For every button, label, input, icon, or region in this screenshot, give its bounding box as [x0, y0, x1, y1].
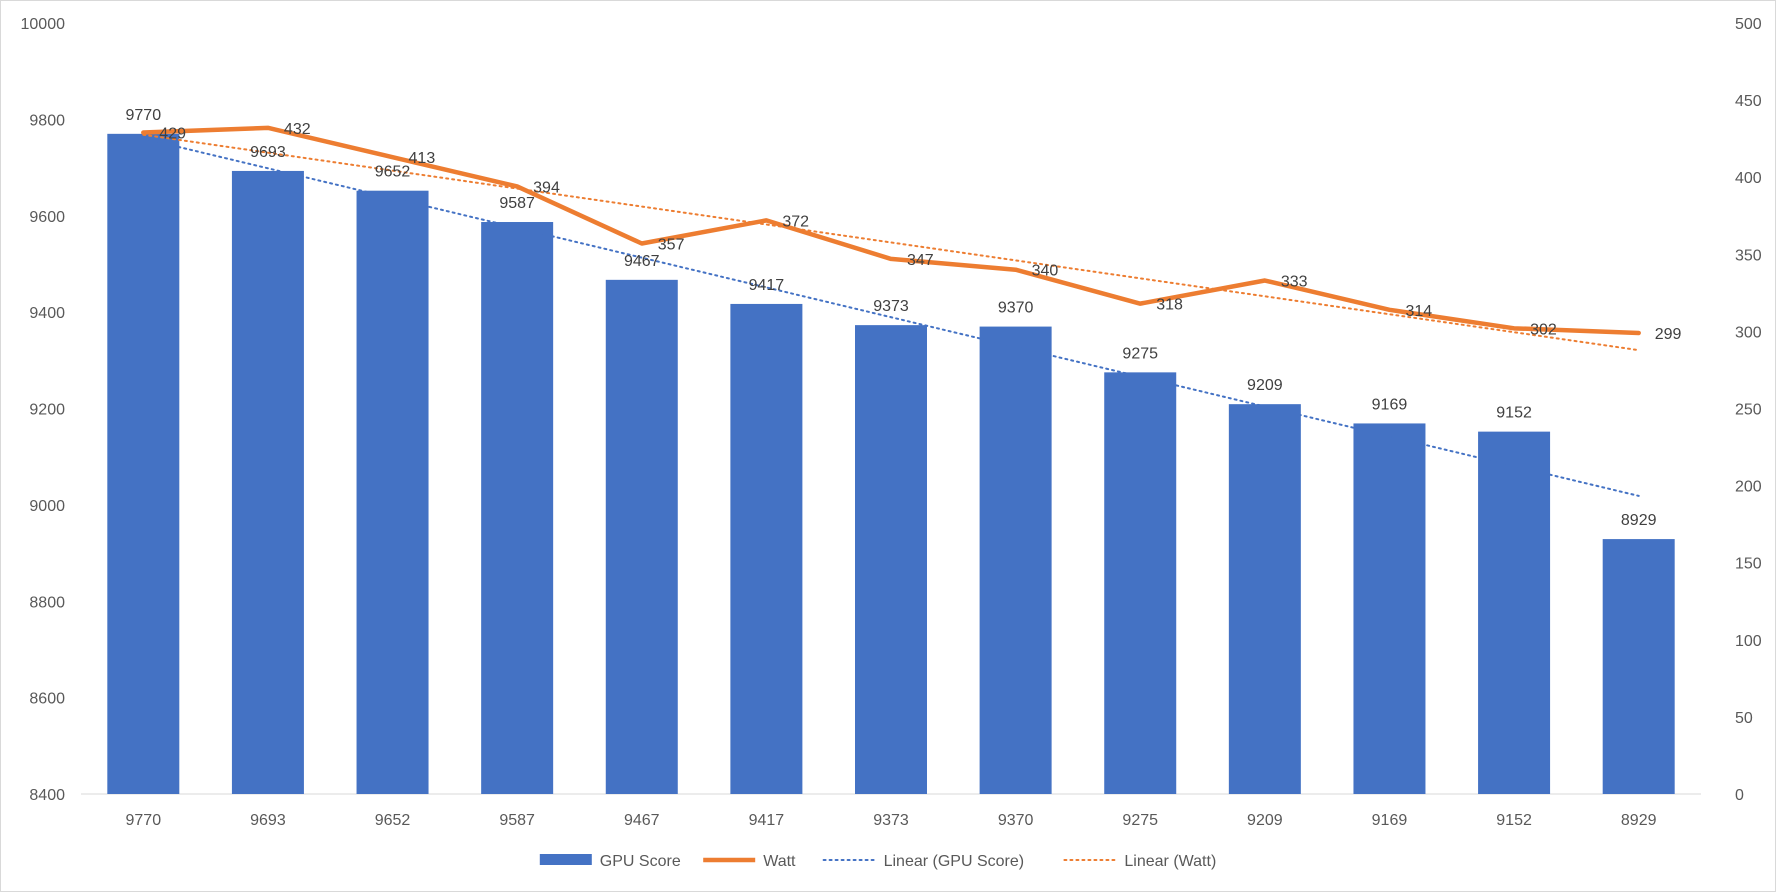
gpu-score-data-label: 9152: [1496, 405, 1532, 422]
watt-data-label: 340: [1032, 263, 1059, 280]
gpu-score-data-label: 9467: [624, 253, 660, 270]
x-tick-label: 9652: [375, 812, 411, 829]
y-right-tick-label: 300: [1735, 324, 1762, 341]
y-left-tick-label: 9200: [29, 402, 65, 419]
y-left-tick-label: 9600: [29, 209, 65, 226]
gpu-score-data-label: 8929: [1621, 512, 1657, 529]
x-tick-label: 9370: [998, 812, 1034, 829]
legend-label: Linear (GPU Score): [884, 853, 1025, 870]
gpu-score-data-label: 9370: [998, 300, 1034, 317]
gpu-score-bar: [232, 171, 304, 794]
watt-data-label: 314: [1405, 303, 1432, 320]
gpu-score-bar: [1603, 539, 1675, 794]
x-tick-label: 9587: [499, 812, 535, 829]
gpu-score-bar: [1353, 423, 1425, 794]
x-tick-label: 9209: [1247, 812, 1283, 829]
y-right-tick-label: 400: [1735, 170, 1762, 187]
watt-data-label: 347: [907, 252, 934, 269]
gpu-score-bar: [481, 222, 553, 794]
x-tick-label: 9275: [1122, 812, 1158, 829]
gpu-score-data-label: 9169: [1372, 396, 1408, 413]
y-left-tick-label: 8600: [29, 691, 65, 708]
legend-item: Watt: [703, 853, 796, 870]
x-tick-label: 9169: [1372, 812, 1408, 829]
gpu-score-bar: [357, 191, 429, 794]
watt-data-label: 333: [1281, 274, 1308, 291]
y-right-tick-label: 200: [1735, 479, 1762, 496]
y-left-tick-label: 9800: [29, 112, 65, 129]
x-tick-label: 9152: [1496, 812, 1532, 829]
gpu-score-bar: [730, 304, 802, 794]
watt-data-label: 302: [1530, 321, 1557, 338]
watt-data-label: 413: [409, 150, 436, 167]
gpu-score-data-label: 9417: [749, 277, 785, 294]
legend: GPU Score Watt Linear (GPU Score) Linear (W…: [540, 853, 1216, 870]
watt-data-label: 394: [533, 179, 560, 196]
gpu-score-data-label: 9652: [375, 164, 411, 181]
legend-bar-swatch: [540, 854, 592, 865]
x-tick-label: 8929: [1621, 812, 1657, 829]
bars-layer: [107, 134, 1674, 794]
gpu-score-bar: [107, 134, 179, 794]
gpu-score-data-label: 9770: [126, 107, 162, 124]
gpu-score-data-label: 9209: [1247, 377, 1283, 394]
legend-label: Watt: [763, 853, 796, 870]
gpu-score-bar: [606, 280, 678, 794]
x-tick-label: 9770: [126, 812, 162, 829]
y-left-tick-label: 8400: [29, 787, 65, 804]
legend-item: Linear (Watt): [1064, 853, 1216, 870]
y-right-tick-label: 350: [1735, 247, 1762, 264]
gpu-score-data-label: 9693: [250, 144, 286, 161]
gpu-score-bar: [855, 325, 927, 794]
legend-label: GPU Score: [600, 853, 681, 870]
y-right-tick-label: 500: [1735, 16, 1762, 33]
watt-data-label: 372: [782, 213, 809, 230]
y-left-tick-label: 8800: [29, 594, 65, 611]
gpu-score-data-label: 9275: [1122, 345, 1158, 362]
gpu-score-bar: [980, 327, 1052, 794]
legend-item: GPU Score: [540, 853, 681, 870]
watt-data-label: 318: [1156, 297, 1183, 314]
y-right-tick-label: 450: [1735, 93, 1762, 110]
y-left-tick-label: 10000: [21, 16, 66, 33]
gpu-score-bar: [1104, 372, 1176, 794]
watt-data-label: 299: [1655, 326, 1682, 343]
gpu-score-data-label: 9373: [873, 298, 909, 315]
watt-data-label: 429: [159, 125, 186, 142]
y-left-tick-label: 9400: [29, 305, 65, 322]
y-right-tick-label: 0: [1735, 787, 1744, 804]
x-tick-label: 9467: [624, 812, 660, 829]
x-tick-label: 9693: [250, 812, 286, 829]
y-right-tick-label: 100: [1735, 633, 1762, 650]
x-tick-label: 9373: [873, 812, 909, 829]
gpu-score-bar: [1229, 404, 1301, 794]
gpu-score-data-label: 9587: [499, 195, 535, 212]
legend-label: Linear (Watt): [1124, 853, 1216, 870]
watt-data-label: 357: [658, 237, 685, 254]
x-tick-label: 9417: [749, 812, 785, 829]
y-left-tick-label: 9000: [29, 498, 65, 515]
y-right-tick-label: 250: [1735, 402, 1762, 419]
gpu-score-bar: [1478, 432, 1550, 794]
y-right-tick-label: 150: [1735, 556, 1762, 573]
y-right-tick-label: 50: [1735, 710, 1753, 727]
watt-data-label: 432: [284, 121, 311, 138]
legend-item: Linear (GPU Score): [824, 853, 1025, 870]
